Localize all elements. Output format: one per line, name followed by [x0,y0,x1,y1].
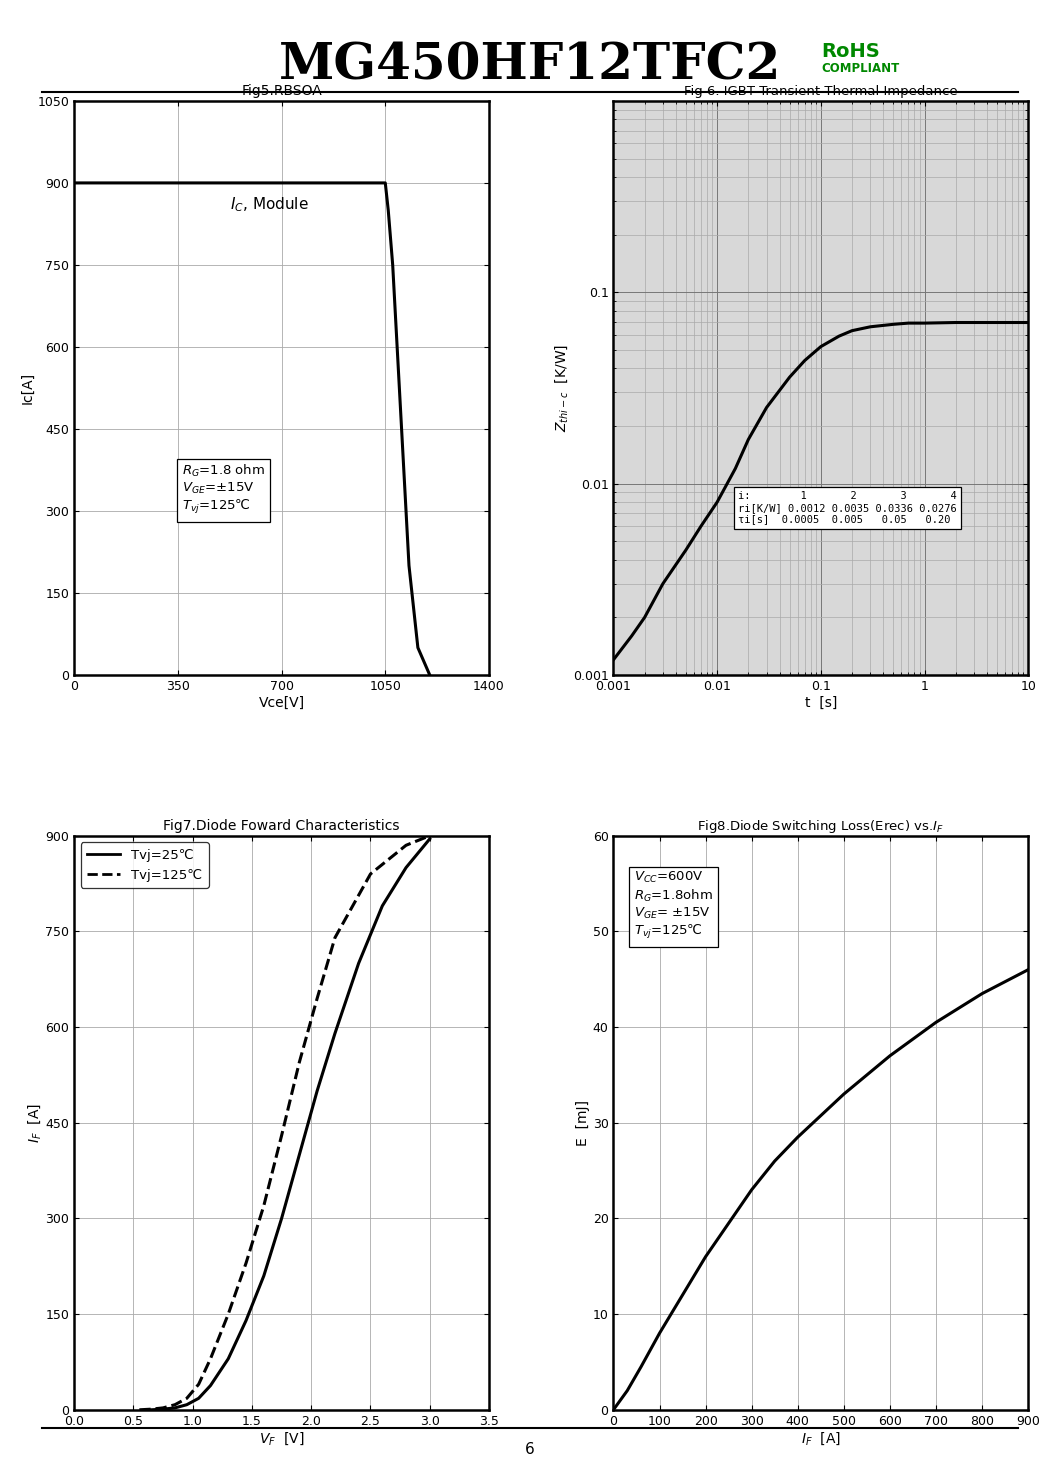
Tvj=125℃ [258,1196,270,1214]
Tvj=25℃ [329,1024,341,1042]
Text: $V_{CC}$=600V
$R_G$=1.8ohm
$V_{GE}$= ±15V
$T_{vj}$=125℃: $V_{CC}$=600V $R_G$=1.8ohm $V_{GE}$= ±15… [634,870,713,941]
Text: RoHS: RoHS [822,42,880,61]
Line: Tvj=125℃: Tvj=125℃ [139,835,429,1410]
X-axis label: Vce[V]: Vce[V] [259,696,304,709]
X-axis label: t  [s]: t [s] [805,696,837,709]
Tvj=25℃ [293,1146,305,1163]
Tvj=125℃ [400,837,412,855]
Y-axis label: $Z_{thi-c}$  [K/W]: $Z_{thi-c}$ [K/W] [553,344,570,432]
Tvj=25℃ [157,1401,170,1419]
Tvj=25℃ [145,1401,158,1419]
Tvj=25℃ [311,1082,323,1100]
Y-axis label: E  [mJ]: E [mJ] [576,1100,589,1146]
Tvj=25℃ [276,1209,288,1227]
Legend: Tvj=25℃, Tvj=125℃: Tvj=25℃, Tvj=125℃ [81,843,209,887]
Tvj=125℃ [311,990,323,1008]
Tvj=125℃ [157,1399,170,1417]
Tvj=125℃ [222,1306,234,1324]
Tvj=25℃ [180,1396,193,1414]
Tvj=125℃ [205,1350,217,1368]
Line: Tvj=25℃: Tvj=25℃ [152,838,429,1410]
Tvj=25℃ [258,1267,270,1285]
Text: MG450HF12TFC2: MG450HF12TFC2 [279,42,781,91]
Tvj=25℃ [222,1350,234,1368]
Tvj=125℃ [276,1126,288,1144]
Text: 6: 6 [525,1442,535,1457]
Y-axis label: Ic[A]: Ic[A] [21,372,35,404]
Tvj=25℃ [205,1377,217,1395]
Y-axis label: $I_F$  [A]: $I_F$ [A] [25,1103,42,1143]
Title: Fig 6. IGBT Transient Thermal Impedance: Fig 6. IGBT Transient Thermal Impedance [684,86,957,98]
Tvj=25℃ [192,1389,205,1407]
Text: $I_C$, Module: $I_C$, Module [230,194,308,214]
Tvj=125℃ [180,1389,193,1407]
Text: $R_G$=1.8 ohm
$V_{GE}$=±15V
$T_{vj}$=125℃: $R_G$=1.8 ohm $V_{GE}$=±15V $T_{vj}$=125… [182,463,265,516]
Tvj=125℃ [145,1401,158,1419]
X-axis label: $I_F$  [A]: $I_F$ [A] [800,1431,841,1447]
Tvj=125℃ [192,1376,205,1393]
Title: Fig8.Diode Switching Loss(Erec) vs.$I_F$: Fig8.Diode Switching Loss(Erec) vs.$I_F$ [697,818,944,835]
Tvj=125℃ [423,827,436,844]
Title: Fig7.Diode Foward Characteristics: Fig7.Diode Foward Characteristics [163,819,400,833]
Tvj=125℃ [240,1254,252,1272]
Tvj=125℃ [293,1054,305,1071]
Tvj=125℃ [329,929,341,947]
Tvj=125℃ [365,865,377,883]
Title: Fig5.RBSOA: Fig5.RBSOA [242,85,322,98]
Tvj=25℃ [376,896,389,914]
Tvj=125℃ [169,1396,181,1414]
Tvj=25℃ [169,1399,181,1417]
Tvj=25℃ [352,954,365,972]
Tvj=25℃ [400,859,412,877]
Tvj=125℃ [132,1401,145,1419]
Tvj=25℃ [423,830,436,847]
Tvj=25℃ [240,1312,252,1330]
X-axis label: $V_F$  [V]: $V_F$ [V] [259,1431,304,1447]
Text: COMPLIANT: COMPLIANT [822,62,900,76]
Text: i:        1       2       3       4
ri[K/W] 0.0012 0.0035 0.0336 0.0276
τi[s]  0: i: 1 2 3 4 ri[K/W] 0.0012 0.0035 0.0336 … [738,491,956,524]
